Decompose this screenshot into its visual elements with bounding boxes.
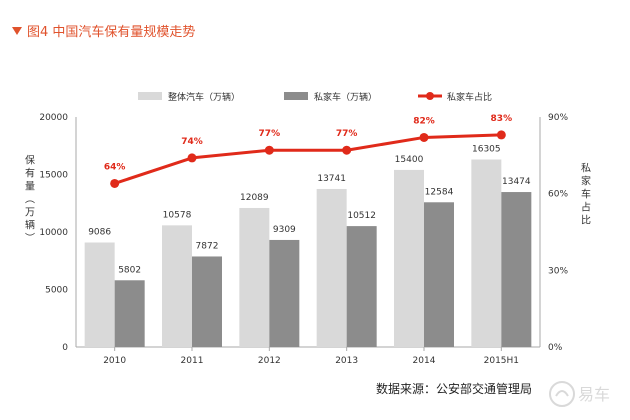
data-label-total: 10578	[163, 210, 192, 220]
ratio-label: 64%	[104, 162, 126, 172]
legend-swatch-1	[284, 92, 308, 100]
x-tick-label: 2011	[181, 356, 204, 366]
x-tick-label: 2015H1	[484, 356, 519, 366]
y-tick-label: 10000	[39, 228, 68, 238]
bar-total	[316, 188, 347, 347]
ratio-label: 74%	[181, 137, 203, 147]
watermark-text: 易车	[578, 385, 610, 404]
bar-private	[269, 239, 300, 347]
data-label-total: 15400	[395, 155, 424, 165]
legend: 整体汽车（万辆） 私家车（万辆） 私家车占比	[138, 91, 492, 103]
data-label-total: 12089	[240, 193, 269, 203]
y-tick-label: 20000	[39, 113, 68, 123]
data-label-total: 16305	[472, 144, 501, 154]
ratio-point	[496, 130, 506, 140]
y-tick-label: 15000	[39, 171, 68, 181]
bar-total	[162, 225, 192, 347]
watermark-logo: 易车	[549, 381, 610, 407]
data-label-total: 13741	[317, 174, 346, 184]
x-axis: 2010 2011 2012 2013 2014 2015H1	[76, 346, 540, 366]
ratio-point	[110, 178, 120, 188]
y2-tick-label: 60%	[548, 190, 568, 200]
y-axis-left: 0 5000 10000 15000 20000 保有量（万辆）	[23, 113, 77, 353]
ratio-point	[187, 153, 197, 163]
bar-private	[192, 256, 222, 347]
bar-private	[501, 192, 532, 347]
bar-private	[424, 202, 454, 347]
data-label-private: 12584	[425, 187, 454, 197]
bar-total	[394, 169, 424, 347]
y-tick-label: 5000	[45, 286, 68, 296]
triangle-icon	[12, 27, 22, 35]
legend-swatch-2-marker	[426, 92, 434, 100]
legend-swatch-0	[138, 92, 162, 100]
x-tick-label: 2010	[103, 356, 126, 366]
legend-label-1: 私家车（万辆）	[314, 91, 377, 103]
data-label-private: 13474	[502, 177, 531, 187]
ratio-series-line	[114, 133, 502, 185]
ratio-point	[264, 145, 274, 155]
bar-total	[84, 242, 115, 347]
ratio-label: 82%	[413, 116, 435, 126]
bar-private	[114, 280, 145, 347]
chart-title-text: 图4 中国汽车保有量规模走势	[27, 25, 196, 40]
ratio-label: 77%	[259, 129, 281, 139]
ratio-point	[419, 132, 429, 142]
y-tick-label: 0	[62, 343, 68, 353]
legend-label-2: 私家车占比	[447, 91, 492, 103]
y2-tick-label: 0%	[548, 343, 563, 353]
ratio-label: 83%	[491, 114, 513, 124]
data-label-private: 7872	[196, 241, 219, 251]
source-note: 数据来源：公安部交通管理局	[376, 382, 533, 396]
bar-total	[239, 207, 270, 347]
x-tick-label: 2013	[335, 356, 358, 366]
x-tick-label: 2014	[413, 356, 436, 366]
ratio-point	[342, 145, 352, 155]
legend-label-0: 整体汽车（万辆）	[168, 91, 240, 103]
bar-total	[471, 159, 502, 347]
data-label-total: 9086	[88, 228, 111, 238]
y-axis-right: 0% 30% 60% 90% 私家车占比	[539, 113, 591, 353]
bars: 9086 5802 10578 7872 12089 9309 13741 10512 1540…	[84, 144, 532, 347]
x-tick-label: 2012	[258, 356, 281, 366]
data-label-private: 10512	[347, 211, 376, 221]
ratio-label: 77%	[336, 129, 358, 139]
y-axis-left-label: 保有量（万辆）	[23, 153, 35, 245]
chart-title: 图4 中国汽车保有量规模走势	[12, 21, 195, 40]
data-label-private: 9309	[273, 225, 296, 235]
ratio-line: 64% 74% 77% 77% 82% 83%	[104, 114, 512, 188]
y2-tick-label: 90%	[548, 113, 568, 123]
data-label-private: 5802	[118, 265, 141, 275]
y2-tick-label: 30%	[548, 266, 568, 276]
y-axis-right-label: 私家车占比	[579, 162, 591, 227]
bar-private	[346, 226, 377, 347]
